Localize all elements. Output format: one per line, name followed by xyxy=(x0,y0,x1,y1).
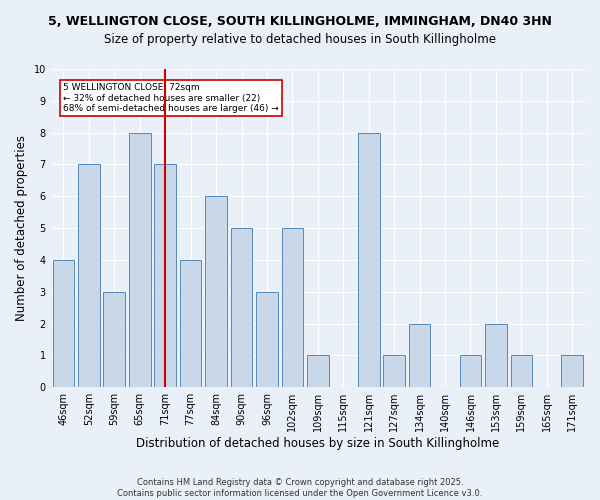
Bar xyxy=(358,132,380,387)
Bar xyxy=(562,356,583,387)
Y-axis label: Number of detached properties: Number of detached properties xyxy=(15,135,28,321)
Bar xyxy=(205,196,227,387)
Bar xyxy=(129,132,151,387)
Text: Contains HM Land Registry data © Crown copyright and database right 2025.
Contai: Contains HM Land Registry data © Crown c… xyxy=(118,478,482,498)
Bar xyxy=(53,260,74,387)
Bar xyxy=(180,260,202,387)
Bar xyxy=(256,292,278,387)
Bar xyxy=(409,324,430,387)
Bar xyxy=(307,356,329,387)
Bar xyxy=(460,356,481,387)
Bar xyxy=(485,324,507,387)
Bar xyxy=(383,356,405,387)
Text: 5, WELLINGTON CLOSE, SOUTH KILLINGHOLME, IMMINGHAM, DN40 3HN: 5, WELLINGTON CLOSE, SOUTH KILLINGHOLME,… xyxy=(48,15,552,28)
Bar xyxy=(103,292,125,387)
Bar xyxy=(78,164,100,387)
Bar xyxy=(154,164,176,387)
Bar xyxy=(230,228,253,387)
Bar xyxy=(281,228,303,387)
Bar xyxy=(511,356,532,387)
Text: 5 WELLINGTON CLOSE: 72sqm
← 32% of detached houses are smaller (22)
68% of semi-: 5 WELLINGTON CLOSE: 72sqm ← 32% of detac… xyxy=(64,84,279,113)
X-axis label: Distribution of detached houses by size in South Killingholme: Distribution of detached houses by size … xyxy=(136,437,499,450)
Text: Size of property relative to detached houses in South Killingholme: Size of property relative to detached ho… xyxy=(104,32,496,46)
